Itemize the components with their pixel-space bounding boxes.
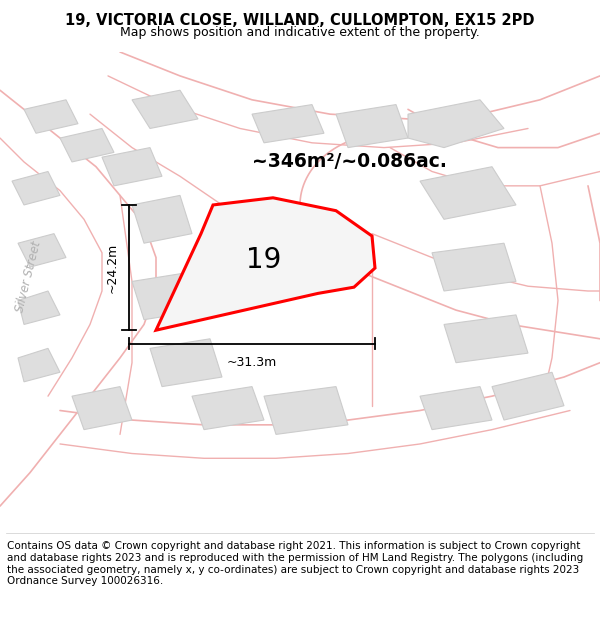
Polygon shape bbox=[420, 387, 492, 429]
Text: Silver Street: Silver Street bbox=[13, 239, 43, 314]
Polygon shape bbox=[156, 198, 375, 330]
Polygon shape bbox=[192, 387, 264, 429]
Polygon shape bbox=[252, 104, 324, 143]
Polygon shape bbox=[264, 387, 348, 434]
Text: 19, VICTORIA CLOSE, WILLAND, CULLOMPTON, EX15 2PD: 19, VICTORIA CLOSE, WILLAND, CULLOMPTON,… bbox=[65, 13, 535, 28]
Polygon shape bbox=[444, 315, 528, 362]
Polygon shape bbox=[150, 339, 222, 387]
Polygon shape bbox=[432, 243, 516, 291]
Polygon shape bbox=[24, 100, 78, 133]
Polygon shape bbox=[408, 100, 504, 148]
Text: ~24.2m: ~24.2m bbox=[105, 242, 118, 292]
Polygon shape bbox=[18, 348, 60, 382]
Polygon shape bbox=[492, 372, 564, 420]
Polygon shape bbox=[132, 196, 192, 243]
Polygon shape bbox=[336, 104, 408, 148]
Polygon shape bbox=[102, 148, 162, 186]
Polygon shape bbox=[12, 171, 60, 205]
Polygon shape bbox=[72, 387, 132, 429]
Polygon shape bbox=[18, 234, 66, 267]
Polygon shape bbox=[132, 90, 198, 129]
Text: 19: 19 bbox=[247, 246, 281, 274]
Text: Contains OS data © Crown copyright and database right 2021. This information is : Contains OS data © Crown copyright and d… bbox=[7, 541, 583, 586]
Text: ~31.3m: ~31.3m bbox=[227, 356, 277, 369]
Polygon shape bbox=[420, 167, 516, 219]
Polygon shape bbox=[132, 272, 204, 319]
Text: ~346m²/~0.086ac.: ~346m²/~0.086ac. bbox=[252, 152, 447, 171]
Text: Map shows position and indicative extent of the property.: Map shows position and indicative extent… bbox=[120, 26, 480, 39]
Polygon shape bbox=[60, 129, 114, 162]
Polygon shape bbox=[18, 291, 60, 324]
